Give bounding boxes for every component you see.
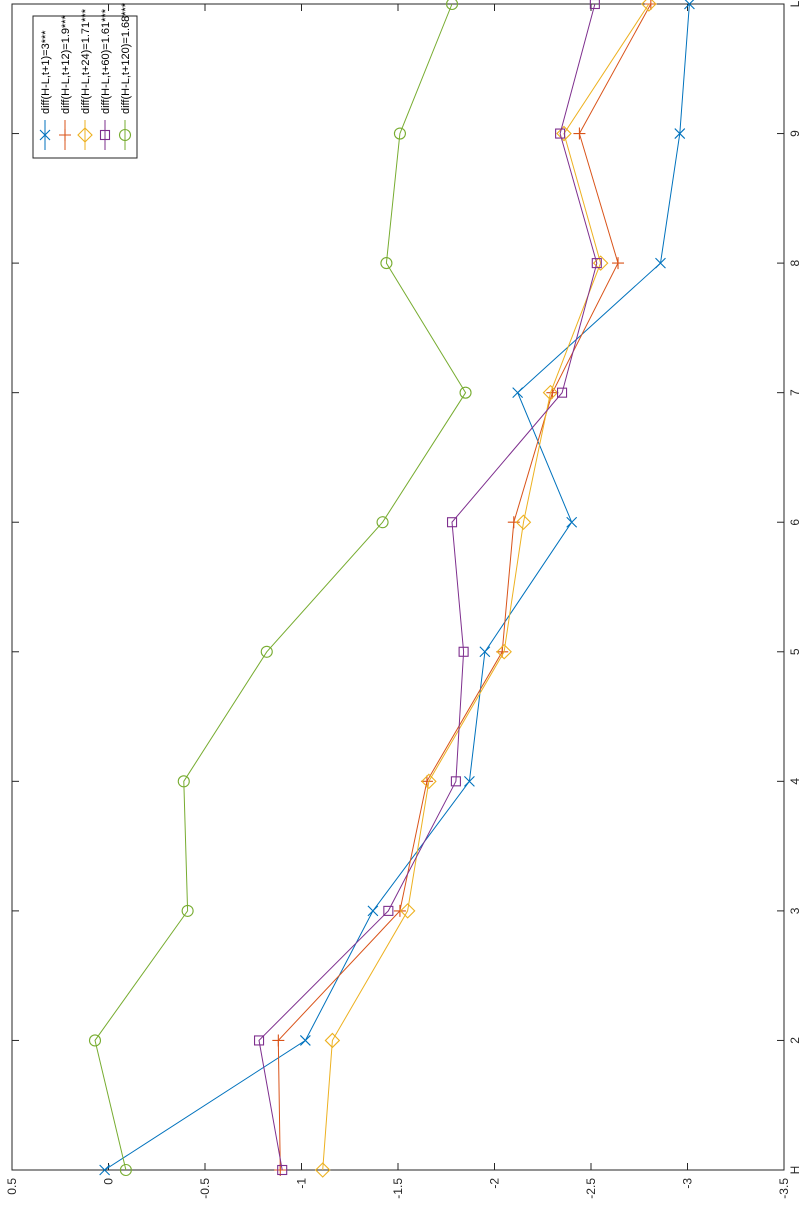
series-2 [272, 0, 657, 1176]
data-point [39, 129, 51, 141]
data-point [512, 387, 524, 399]
series-4 [253, 0, 602, 1176]
data-point [376, 516, 389, 529]
x-tick-label: 9 [788, 130, 802, 137]
data-point [59, 129, 71, 141]
data-point [655, 257, 666, 269]
data-point [299, 1035, 311, 1046]
x-tick-label: L [788, 0, 802, 7]
data-point [507, 516, 520, 529]
data-point [446, 517, 458, 528]
data-point [464, 775, 475, 787]
data-point [458, 646, 469, 657]
data-point [272, 1034, 285, 1047]
series-group [88, 0, 695, 1178]
legend: diff(H-L,t+1)=3*** diff(H-L,t+12)=1.9*** d… [32, 2, 138, 159]
plot-area [11, 3, 785, 1171]
x-tick-label: 4 [788, 778, 802, 785]
data-point [612, 257, 625, 270]
data-point [515, 514, 532, 530]
x-tick-label: 8 [788, 259, 802, 266]
data-point [450, 776, 461, 787]
y-tick-label: 0 [102, 1178, 116, 1185]
data-point [479, 646, 491, 658]
legend-label: diff(H-L,t+120)=1.68*** [120, 2, 132, 114]
y-tick-label: -3.5 [777, 1178, 791, 1199]
legend-item-2: diff(H-L,t+12)=1.9*** [59, 14, 72, 150]
data-point [119, 1163, 132, 1177]
data-point [367, 905, 379, 917]
data-point [589, 0, 600, 10]
y-tick-label: -3 [681, 1178, 695, 1189]
data-point [88, 1034, 102, 1047]
series-5 [88, 0, 472, 1177]
y-tick-label: -1.5 [391, 1178, 405, 1199]
legend-item-4: diff(H-L,t+60)=1.61*** [99, 8, 112, 150]
series-line [277, 3, 652, 1171]
series-line [258, 3, 598, 1171]
y-axis: 0.5 0 -0.5 -1 -1.5 -2 -2.5 -3 -3.5 [5, 4, 791, 1199]
x-tick-label: 2 [788, 1037, 802, 1044]
legend-item-3: diff(H-L,t+24)=1.71*** [77, 8, 93, 150]
data-point [253, 1035, 265, 1046]
x-tick-label: H [788, 1166, 802, 1175]
legend-label: diff(H-L,t+24)=1.71*** [80, 8, 92, 114]
x-axis: H 2 3 4 5 6 7 8 9 L [12, 0, 802, 1174]
data-point [496, 644, 512, 660]
data-point [314, 1162, 331, 1178]
data-point [177, 775, 190, 788]
y-tick-label: -2.5 [584, 1178, 598, 1199]
series-3 [314, 0, 657, 1178]
x-tick-label: 7 [788, 389, 802, 396]
data-point [324, 1032, 341, 1049]
x-tick-label: 6 [788, 519, 802, 526]
legend-item-5: diff(H-L,t+120)=1.68*** [118, 2, 132, 150]
data-point [556, 125, 572, 142]
data-point [459, 386, 472, 399]
data-point [641, 0, 657, 12]
data-point [644, 0, 657, 10]
data-point [421, 773, 437, 790]
data-point [77, 127, 93, 143]
data-point [99, 1164, 111, 1176]
legend-label: diff(H-L,t+12)=1.9*** [60, 14, 72, 114]
legend-label: diff(H-L,t+1)=3*** [40, 30, 52, 114]
legend-label: diff(H-L,t+60)=1.61*** [100, 8, 112, 114]
data-point [591, 258, 602, 269]
data-point [277, 1164, 288, 1176]
series-line [94, 3, 467, 1171]
x-tick-label: 3 [788, 907, 802, 914]
data-point [542, 384, 559, 401]
data-point [684, 0, 695, 10]
data-point [674, 128, 686, 139]
data-point [118, 128, 132, 142]
x-tick-label: 5 [788, 648, 802, 655]
data-point [181, 904, 194, 917]
data-point [566, 516, 578, 528]
data-point [260, 645, 273, 658]
data-point [555, 128, 566, 139]
y-tick-label: -2 [488, 1178, 502, 1189]
y-tick-label: -0.5 [198, 1178, 212, 1199]
series-line [322, 3, 650, 1171]
data-point [420, 775, 433, 788]
data-point [445, 0, 459, 11]
data-point [99, 129, 111, 141]
data-point [573, 127, 586, 140]
data-point [556, 387, 568, 398]
y-tick-label: 0.5 [5, 1178, 19, 1195]
data-point [380, 257, 393, 270]
data-point [399, 903, 416, 919]
data-point [393, 127, 406, 140]
y-tick-label: -1 [295, 1178, 309, 1189]
data-point [383, 905, 394, 916]
legend-item-1: diff(H-L,t+1)=3*** [39, 30, 52, 150]
